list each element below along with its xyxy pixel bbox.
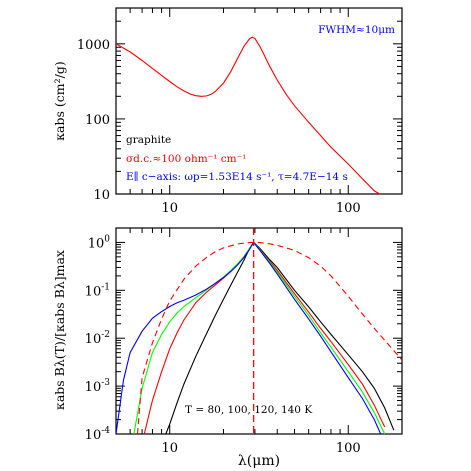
x-axis-label: λ(μm): [238, 453, 280, 469]
x-tick-label: 100: [336, 201, 361, 216]
x-tick-label: 10: [161, 201, 178, 216]
top-plot-frame: [115, 7, 403, 195]
top-series: [115, 36, 380, 195]
annotation-conductivity: σd.c.≈100 ohm⁻¹ cm⁻¹: [126, 153, 246, 165]
top-panel: 10 100 10 100 1000 κabs (cm²/g) FWHM≈10μm gr…: [52, 7, 403, 216]
annotation-graphite: graphite: [126, 134, 171, 146]
bottom-tick-labels: 10 100 100 10-1 10-2 10-3 10-4: [85, 234, 361, 456]
top-tick-labels: 10 100 10 100 1000: [77, 38, 361, 216]
bottom-panel: 10 100 100 10-1 10-2 10-3 10-4 κabs Bλ(T)/[κab…: [52, 227, 403, 469]
bottom-plot-frame: [115, 227, 403, 435]
y-tick-label: 10-4: [85, 426, 111, 443]
annotation-fwhm: FWHM≈10μm: [318, 24, 395, 36]
y-tick-label: 10-2: [85, 330, 110, 347]
y-tick-label: 100: [85, 113, 110, 128]
annotation-drude-params: E∥ c−axis: ωp=1.53E14 s⁻¹, τ=4.7E−14 s: [126, 171, 348, 183]
bottom-y-axis-label: κabs Bλ(T)/[κabs Bλ]max: [52, 250, 67, 410]
bottom-ticks: [115, 227, 403, 435]
y-tick-label: 10: [93, 188, 110, 203]
annotation-temperatures: T = 80, 100, 120, 140 K: [185, 404, 312, 416]
y-tick-label: 10-1: [85, 282, 110, 299]
y-tick-label: 1000: [77, 38, 110, 53]
y-tick-label: 10-3: [85, 378, 111, 395]
x-tick-label: 10: [161, 441, 178, 456]
y-tick-label: 100: [88, 234, 111, 251]
top-y-axis-label: κabs (cm²/g): [52, 61, 67, 141]
series-line-0: [115, 36, 380, 195]
top-ticks: [115, 7, 403, 195]
x-tick-label: 100: [336, 441, 361, 456]
series-line-3: [115, 241, 382, 435]
